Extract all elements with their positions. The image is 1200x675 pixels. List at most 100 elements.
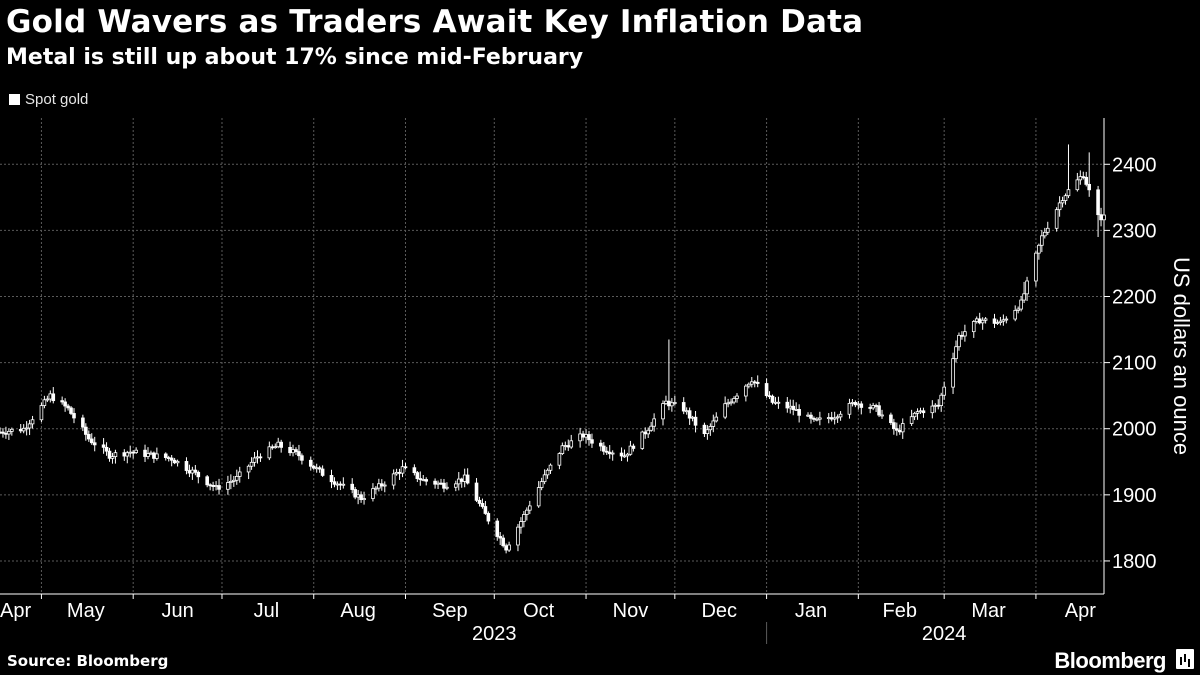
candle-body-138 — [566, 445, 571, 448]
candle-body-164 — [673, 402, 677, 404]
candle-body-229 — [942, 386, 946, 396]
candle-body-86 — [353, 489, 357, 498]
candle-body-36 — [146, 453, 150, 457]
candle-body-99 — [403, 466, 408, 469]
candle-body-260 — [1075, 179, 1080, 191]
candle-body-10 — [39, 405, 44, 421]
candle-body-189 — [776, 401, 781, 404]
candle-body-243 — [1001, 319, 1006, 322]
candle-body-261 — [1078, 176, 1083, 181]
candle-body-110 — [454, 483, 458, 488]
candle-body-14 — [51, 393, 56, 402]
candle-body-57 — [232, 479, 236, 482]
candle-body-88 — [359, 494, 363, 501]
candle-body-55 — [226, 482, 230, 490]
candle-body-235 — [971, 321, 976, 333]
candle-body-90 — [371, 488, 375, 499]
candle-body-174 — [714, 416, 719, 422]
candle-body-125 — [516, 526, 520, 546]
candle-body-139 — [569, 440, 574, 448]
x-tick-label-7: Nov — [613, 600, 649, 622]
candle-body-137 — [563, 445, 568, 447]
candle-body-223 — [918, 410, 923, 413]
y-tick-label-1900: 1900 — [1112, 485, 1157, 507]
candle-body-159 — [652, 418, 656, 427]
candle-body-187 — [770, 395, 775, 403]
candle-body-141 — [581, 433, 585, 438]
candle-body-239 — [983, 318, 988, 321]
candle-body-108 — [442, 482, 446, 489]
candle-body-266 — [1099, 214, 1103, 221]
candle-body-52 — [211, 484, 215, 487]
candle-body-75 — [308, 459, 313, 467]
bloomberg-logo: Bloomberg — [1054, 648, 1166, 673]
candle-body-267 — [1102, 214, 1106, 221]
candle-body-136 — [560, 445, 565, 454]
candle-body-188 — [773, 401, 778, 404]
candle-body-32 — [128, 451, 133, 454]
x-tick-label-8: Dec — [701, 600, 737, 622]
x-tick-label-9: Jan — [795, 600, 827, 622]
candle-body-71 — [291, 449, 295, 454]
candle-body-72 — [294, 449, 298, 452]
candle-body-238 — [980, 319, 985, 324]
candle-body-232 — [957, 334, 961, 348]
candle-body-241 — [995, 322, 1000, 324]
candle-body-21 — [84, 426, 88, 435]
candle-body-7 — [24, 427, 29, 430]
candle-body-76 — [311, 465, 316, 469]
candle-body-213 — [877, 405, 881, 416]
candle-body-259 — [1066, 189, 1071, 197]
candle-body-45 — [184, 461, 189, 471]
candle-body-257 — [1060, 200, 1065, 204]
candle-body-49 — [196, 471, 201, 478]
candle-body-245 — [1013, 309, 1018, 320]
candle-body-153 — [628, 445, 633, 455]
candle-body-37 — [149, 452, 153, 455]
candle-body-143 — [587, 434, 591, 441]
candle-body-127 — [522, 514, 526, 522]
x-tick-label-10: Feb — [883, 600, 917, 622]
candle-body-25 — [101, 444, 106, 448]
candle-body-166 — [684, 410, 689, 413]
candle-body-200 — [826, 417, 831, 419]
candle-body-84 — [341, 483, 346, 486]
candle-body-204 — [838, 413, 843, 418]
candle-body-201 — [829, 417, 834, 420]
candle-body-78 — [317, 467, 322, 470]
candle-body-197 — [812, 417, 816, 420]
candle-body-135 — [557, 453, 562, 466]
candle-body-158 — [649, 425, 653, 431]
candle-body-134 — [548, 464, 553, 471]
candle-body-155 — [640, 431, 645, 449]
candle-body-5 — [18, 428, 23, 432]
candle-body-116 — [477, 499, 482, 504]
candle-body-199 — [818, 417, 822, 420]
candle-body-250 — [1034, 252, 1038, 282]
candle-body-68 — [276, 441, 281, 448]
candle-body-145 — [599, 442, 603, 447]
candle-body-31 — [125, 452, 130, 457]
candle-body-42 — [169, 457, 174, 461]
candle-body-121 — [498, 536, 503, 539]
candle-body-64 — [258, 456, 263, 459]
candle-body-69 — [279, 441, 283, 448]
candle-body-190 — [785, 401, 790, 409]
candle-body-98 — [400, 466, 405, 474]
x-tick-label-12: Apr — [1065, 600, 1096, 622]
candle-body-206 — [850, 402, 855, 404]
year-label-2023: 2023 — [472, 623, 517, 645]
y-tick-label-2300: 2300 — [1112, 220, 1157, 242]
candle-body-50 — [205, 476, 209, 486]
candle-body-210 — [868, 407, 872, 409]
y-tick-label-2400: 2400 — [1112, 154, 1157, 176]
candle-body-184 — [755, 381, 760, 384]
candle-body-35 — [143, 449, 147, 457]
candle-body-4 — [10, 428, 14, 432]
candle-body-11 — [42, 399, 47, 406]
candle-body-54 — [217, 485, 221, 490]
candle-body-109 — [445, 486, 449, 489]
candle-body-85 — [350, 483, 355, 490]
candle-body-157 — [646, 429, 650, 435]
candle-body-119 — [486, 513, 491, 522]
